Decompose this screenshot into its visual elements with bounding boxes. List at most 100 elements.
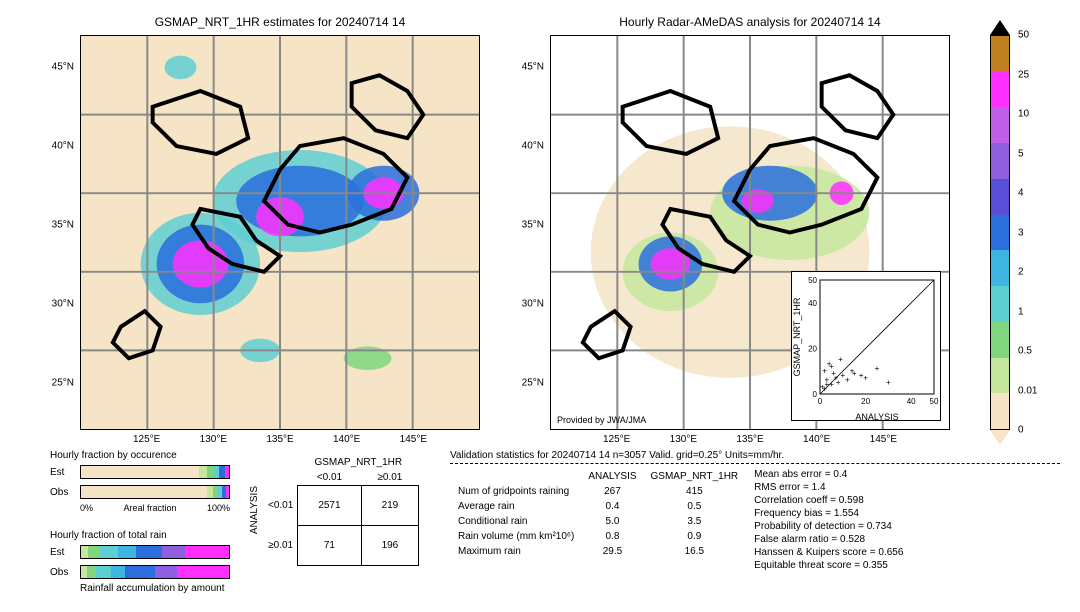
stats-cell: 29.5	[582, 545, 642, 558]
bar-segment	[118, 546, 136, 558]
bar-row-label: Est	[50, 547, 80, 558]
stats-left: ANALYSISGSMAP_NRT_1HRNum of gridpoints r…	[450, 468, 746, 572]
svg-text:+: +	[886, 378, 891, 387]
stats-cell: Conditional rain	[452, 515, 580, 528]
bar-segment	[199, 466, 206, 478]
stats-metric: Probability of detection = 0.734	[754, 520, 903, 533]
ct-col1: ≥0.01	[361, 470, 419, 486]
stats-metric: Mean abs error = 0.4	[754, 468, 903, 481]
colorbar-segment	[991, 107, 1009, 143]
ct-c00: 2571	[298, 486, 361, 526]
bar-row-label: Obs	[50, 487, 80, 498]
bar-segment	[81, 486, 207, 498]
stats-cell: 267	[582, 485, 642, 498]
colorbar-label: 0.01	[1018, 385, 1037, 396]
stats-cell: 0.4	[582, 500, 642, 513]
colorbar-arrow-down	[990, 430, 1010, 445]
bar-segment	[177, 566, 229, 578]
ytick: 45°N	[44, 61, 74, 72]
colorbar-label: 1	[1018, 306, 1024, 317]
bar-segment	[111, 566, 126, 578]
xtick: 130°E	[200, 434, 227, 445]
colorbar-label: 0.5	[1018, 346, 1032, 357]
svg-text:GSMAP_NRT_1HR: GSMAP_NRT_1HR	[792, 297, 802, 376]
colorbar-label: 50	[1018, 30, 1029, 41]
ytick: 45°N	[514, 61, 544, 72]
contingency-table: ANALYSIS GSMAP_NRT_1HR <0.01≥0.01 <0.01 …	[245, 455, 419, 566]
stats-right: Mean abs error = 0.4RMS error = 1.4Corre…	[754, 468, 903, 572]
colorbar-segment	[991, 322, 1009, 358]
svg-text:20: 20	[861, 397, 870, 406]
bar-track	[80, 565, 230, 579]
bar-track	[80, 465, 230, 479]
colorbar-segment	[991, 179, 1009, 215]
stats-metric: Correlation coeff = 0.598	[754, 494, 903, 507]
bar-totalrain-footer: Rainfall accumulation by amount	[80, 583, 230, 594]
bar-segment	[87, 566, 96, 578]
map-left-title: GSMAP_NRT_1HR estimates for 20240714 14	[80, 15, 480, 29]
bar-row-label: Est	[50, 467, 80, 478]
svg-text:ANALYSIS: ANALYSIS	[855, 412, 898, 422]
colorbar-arrow-up	[990, 20, 1010, 35]
colorbar-segment	[991, 215, 1009, 251]
colorbar-segment	[991, 143, 1009, 179]
stats-metric: False alarm ratio = 0.528	[754, 533, 903, 546]
ytick: 30°N	[44, 298, 74, 309]
bar-segment	[185, 546, 229, 558]
stats-colhdr: GSMAP_NRT_1HR	[645, 470, 745, 483]
bar-occ-axis-r: 100%	[207, 503, 230, 513]
stats-metric: Equitable threat score = 0.355	[754, 559, 903, 572]
colorbar-segment	[991, 393, 1009, 429]
bar-occ-axis-l: 0%	[80, 503, 93, 513]
map-left	[80, 35, 480, 430]
stats-cell: Maximum rain	[452, 545, 580, 558]
colorbar-label: 3	[1018, 227, 1024, 238]
bar-segment	[162, 546, 184, 558]
bar-track	[80, 485, 230, 499]
svg-text:+: +	[863, 373, 868, 382]
bar-occurrence-title: Hourly fraction by occurence	[50, 450, 230, 461]
svg-text:+: +	[859, 371, 864, 380]
ytick: 30°N	[514, 298, 544, 309]
validation-stats: Validation statistics for 20240714 14 n=…	[450, 450, 1060, 572]
xtick: 145°E	[870, 434, 897, 445]
stats-cell: Average rain	[452, 500, 580, 513]
colorbar-label: 5	[1018, 148, 1024, 159]
ytick: 25°N	[44, 377, 74, 388]
xtick: 140°E	[333, 434, 360, 445]
stats-colhdr: ANALYSIS	[582, 470, 642, 483]
bar-segment	[225, 466, 229, 478]
stats-colhdr	[452, 470, 580, 483]
colorbar	[990, 35, 1010, 430]
ct-rowhdr: ANALYSIS	[249, 486, 260, 534]
bar-segment	[96, 566, 111, 578]
svg-text:50: 50	[930, 397, 939, 406]
stats-cell: 0.9	[645, 530, 745, 543]
colorbar-label: 10	[1018, 109, 1029, 120]
xtick: 145°E	[400, 434, 427, 445]
stats-cell: 5.0	[582, 515, 642, 528]
bar-segment	[88, 546, 100, 558]
stats-cell: 16.5	[645, 545, 745, 558]
svg-text:+: +	[822, 366, 827, 375]
svg-text:20: 20	[808, 344, 817, 353]
svg-text:40: 40	[907, 397, 916, 406]
bar-segment	[136, 546, 163, 558]
svg-text:+: +	[829, 362, 834, 371]
xtick: 130°E	[670, 434, 697, 445]
colorbar-label: 0	[1018, 425, 1024, 436]
svg-text:+: +	[838, 355, 843, 364]
ytick: 40°N	[514, 140, 544, 151]
stats-metric: Hanssen & Kuipers score = 0.656	[754, 546, 903, 559]
bar-row: Est	[50, 463, 230, 481]
svg-text:+: +	[850, 366, 855, 375]
ytick: 40°N	[44, 140, 74, 151]
svg-text:40: 40	[808, 299, 817, 308]
xtick: 125°E	[603, 434, 630, 445]
stats-metric: RMS error = 1.4	[754, 481, 903, 494]
stats-metric: Frequency bias = 1.554	[754, 507, 903, 520]
bar-segment	[100, 546, 118, 558]
bar-row-label: Obs	[50, 567, 80, 578]
ct-row0: <0.01	[264, 486, 298, 526]
ytick: 35°N	[44, 219, 74, 230]
